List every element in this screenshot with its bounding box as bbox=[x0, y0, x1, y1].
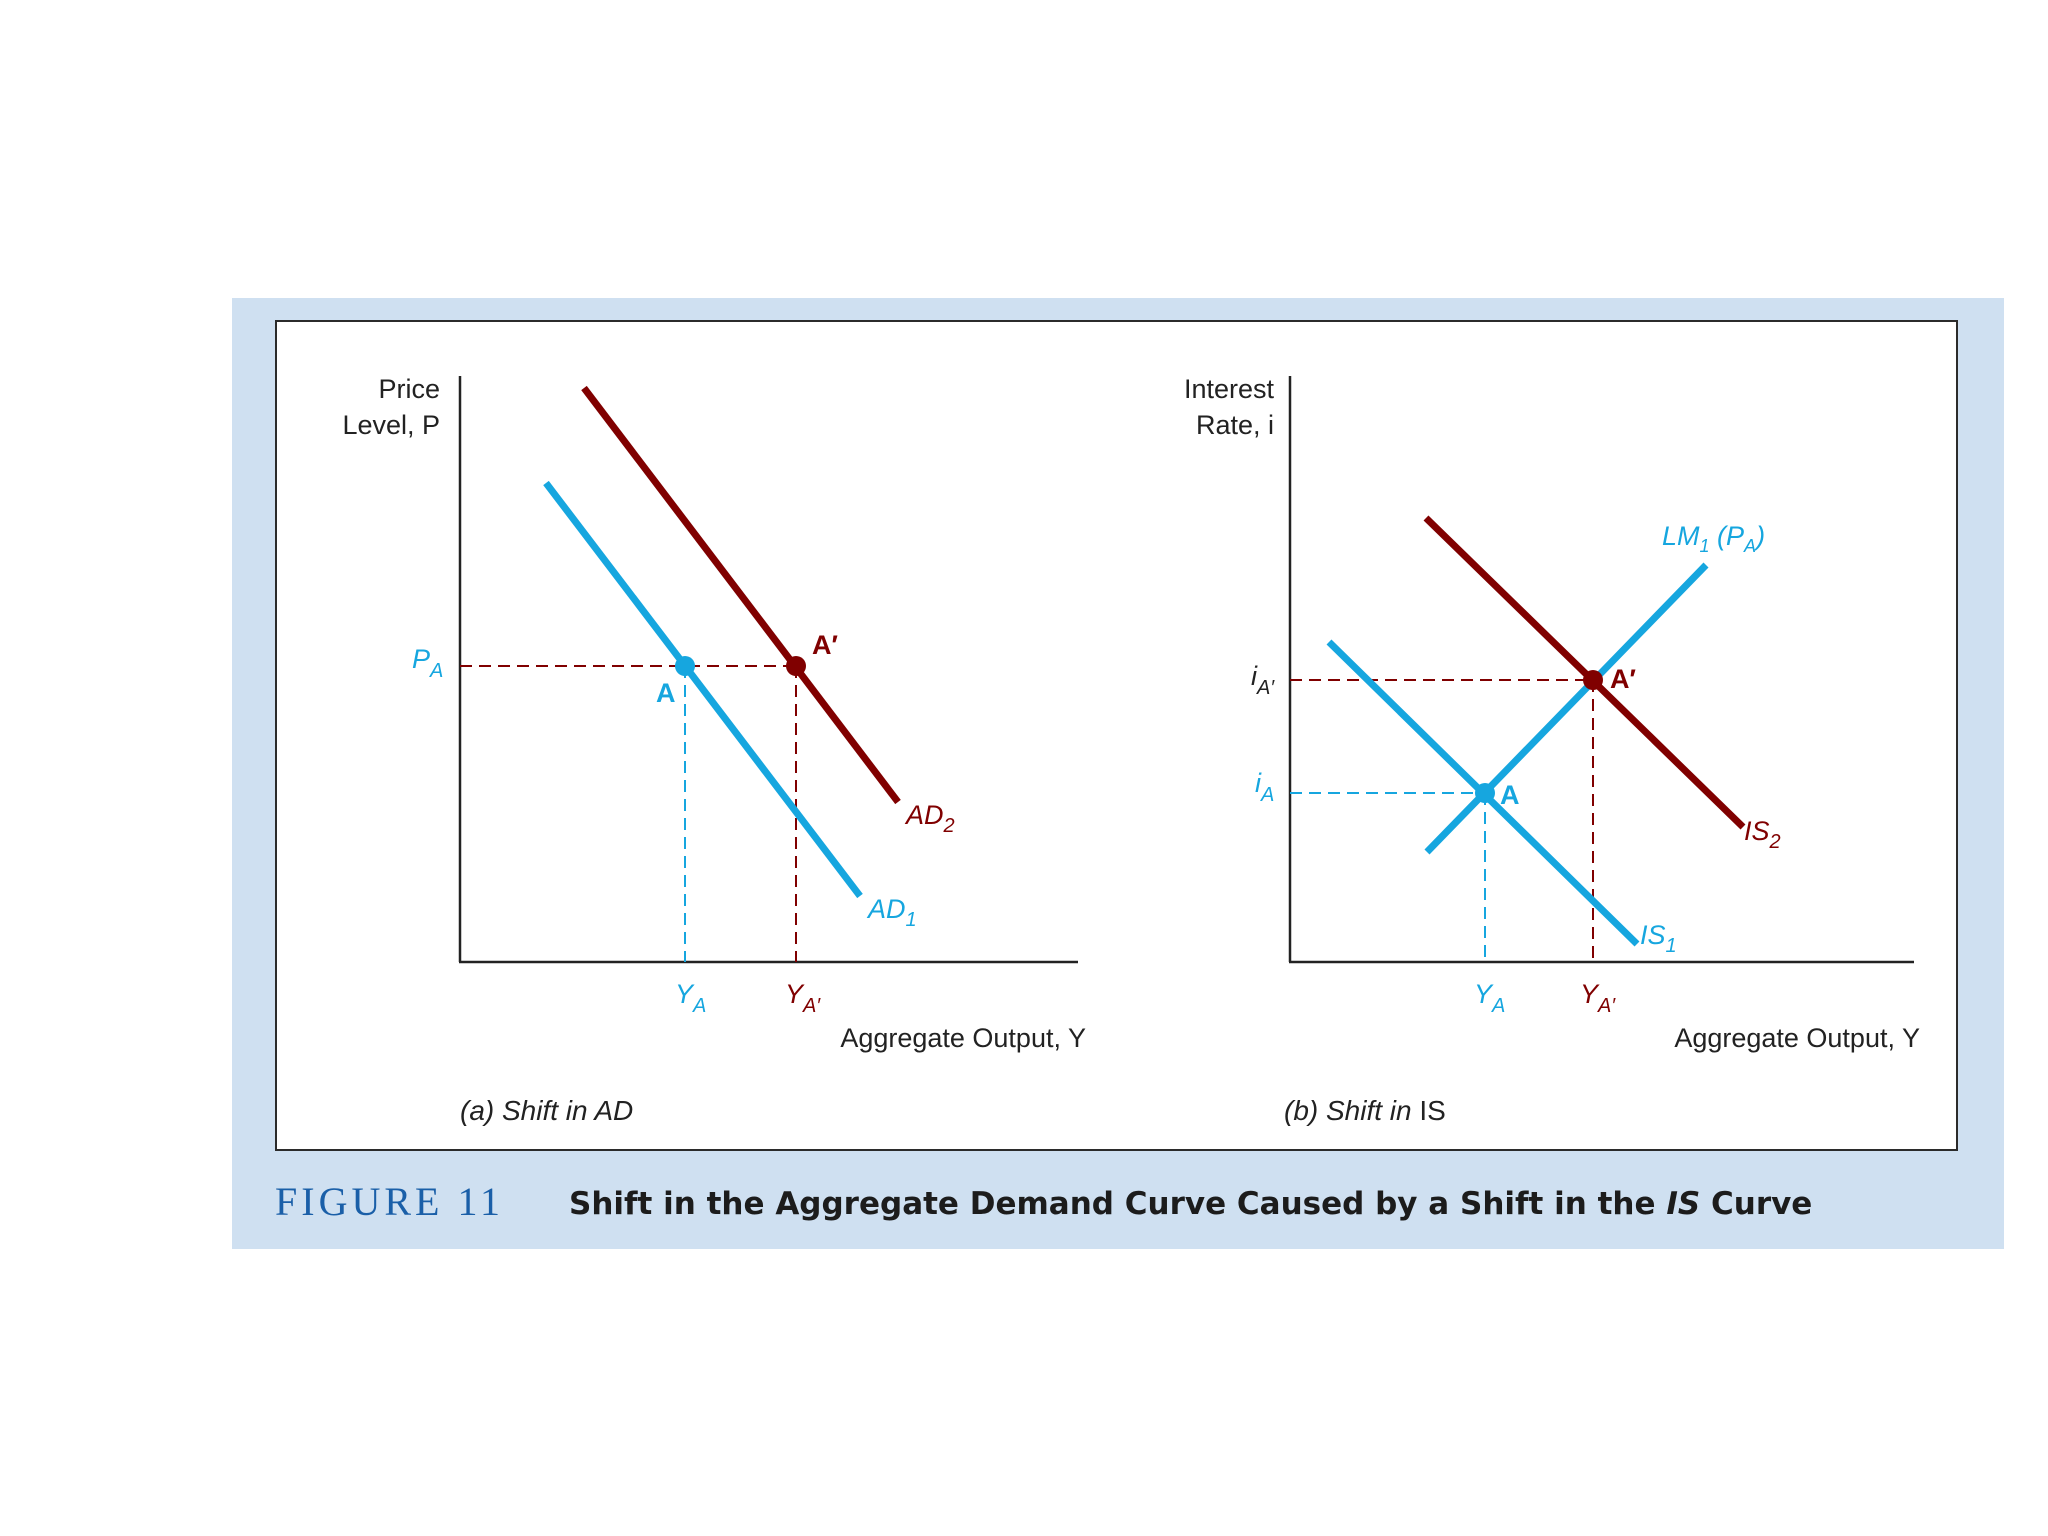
panel-b: Interest Rate, i Aggregate Output, Y iA′… bbox=[1184, 374, 1920, 1126]
panel-a-x-axis-title: Aggregate Output, Y bbox=[840, 1023, 1086, 1053]
panel-b-point-a-label: A bbox=[1500, 780, 1520, 810]
panel-b-y-axis-title-1: Interest bbox=[1184, 374, 1275, 404]
figure-title-italic: IS bbox=[1666, 1186, 1701, 1222]
panel-b-ia-label: iA bbox=[1255, 768, 1274, 806]
panel-b-yap-label: YA′ bbox=[1580, 979, 1616, 1017]
is1-label: IS1 bbox=[1640, 920, 1677, 957]
panel-b-ya-label: YA bbox=[1474, 979, 1505, 1017]
ad1-curve bbox=[543, 480, 863, 899]
panel-b-point-a-prime-label: A′ bbox=[1610, 664, 1636, 694]
ad2-curve bbox=[581, 385, 901, 805]
panel-a-y-axis-title-2: Level, P bbox=[342, 410, 440, 440]
figure-frame bbox=[275, 320, 1958, 1151]
panel-a-point-a-label: A bbox=[656, 678, 676, 708]
panel-a: Price Level, P Aggregate Output, Y PA YA… bbox=[342, 374, 1086, 1126]
is2-label: IS2 bbox=[1744, 816, 1781, 853]
panel-a-point-a-prime bbox=[786, 656, 806, 676]
panel-b-caption: (b) Shift in IS bbox=[1284, 1095, 1446, 1126]
panel-b-iap-label: iA′ bbox=[1251, 661, 1275, 699]
panel-b-y-axis-title-2: Rate, i bbox=[1196, 410, 1274, 440]
panel-b-point-a bbox=[1475, 783, 1495, 803]
figure-title-post: Curve bbox=[1700, 1186, 1813, 1222]
panel-a-pa-label: PA bbox=[412, 644, 443, 682]
ad2-label: AD2 bbox=[904, 800, 955, 837]
figure-number: FIGURE 11 bbox=[275, 1179, 504, 1224]
ad1-label: AD1 bbox=[866, 894, 917, 931]
panel-b-x-axis-title: Aggregate Output, Y bbox=[1674, 1023, 1920, 1053]
panel-a-y-axis-title-1: Price bbox=[378, 374, 440, 404]
panel-a-point-a bbox=[675, 656, 695, 676]
panel-b-point-a-prime bbox=[1583, 670, 1603, 690]
panel-a-caption: (a) Shift in AD bbox=[460, 1095, 633, 1126]
figure-title-pre: Shift in the Aggregate Demand Curve Caus… bbox=[569, 1186, 1667, 1222]
is2-curve bbox=[1423, 515, 1746, 830]
panel-a-point-a-prime-label: A′ bbox=[812, 630, 838, 660]
panel-a-ya-label: YA bbox=[675, 979, 706, 1017]
panel-a-yap-label: YA′ bbox=[785, 979, 821, 1017]
lm1-label: LM1 (PA) bbox=[1662, 521, 1765, 556]
figure-title: Shift in the Aggregate Demand Curve Caus… bbox=[569, 1186, 1812, 1222]
lm1-curve bbox=[1424, 562, 1709, 855]
